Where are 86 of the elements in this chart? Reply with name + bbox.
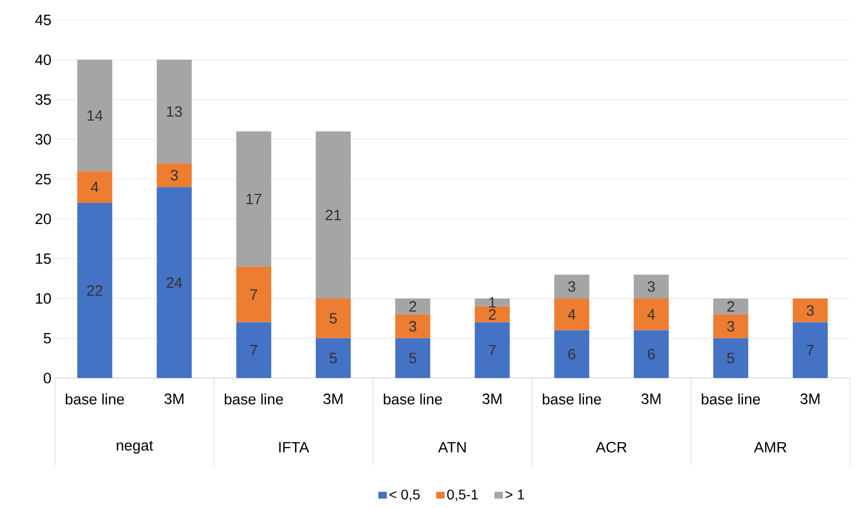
bar — [77, 171, 112, 203]
data-label: 6 — [568, 348, 576, 360]
bar — [316, 131, 351, 298]
data-label: 7 — [806, 345, 814, 356]
bar — [236, 322, 272, 378]
data-label: 4 — [647, 309, 655, 320]
bar — [474, 306, 510, 322]
data-label: 5 — [330, 313, 337, 324]
bar — [156, 187, 192, 378]
bar — [792, 298, 828, 322]
y-tick-label: 5 — [44, 333, 51, 344]
text: IFTA — [279, 442, 310, 452]
y-tick-label: 10 — [36, 293, 51, 304]
data-label: 24 — [166, 277, 182, 288]
x-tick-label: 3M — [482, 394, 502, 404]
data-label: 7 — [250, 345, 258, 356]
x-tick-label: 3M — [323, 394, 342, 404]
bar — [792, 322, 828, 378]
data-label: 5 — [409, 352, 416, 364]
bar — [395, 298, 430, 314]
data-label: 17 — [246, 194, 262, 204]
bar — [236, 266, 272, 322]
data-label: 6 — [648, 348, 655, 360]
data-label: 4 — [90, 182, 98, 192]
x-tick-label: 3M — [641, 394, 660, 404]
x-tick-label: 3M — [164, 394, 184, 404]
bar — [713, 338, 748, 378]
data-label: 5 — [727, 352, 734, 364]
data-label: 5 — [330, 352, 337, 364]
legend-label: 0,5-1 — [447, 490, 478, 502]
bar — [236, 131, 272, 267]
bar — [474, 298, 510, 306]
legend-label: > 1 — [506, 490, 524, 500]
y-tick-label: 30 — [35, 134, 51, 145]
bar — [634, 274, 669, 298]
bar — [77, 202, 112, 378]
y-tick-label: 25 — [36, 174, 51, 184]
bar — [395, 314, 430, 338]
x-tick-label: base line — [542, 394, 601, 404]
x-tick-label: 3M — [800, 394, 820, 404]
data-label: 2 — [409, 301, 416, 312]
legend-label: < 0,5 — [390, 490, 420, 502]
data-label: 14 — [88, 110, 103, 121]
y-tick-label: 15 — [36, 253, 51, 264]
x-tick-label: base line — [384, 394, 442, 404]
y-tick-label: 35 — [35, 94, 51, 105]
x-tick-label: base line — [66, 394, 124, 404]
data-label: 7 — [488, 345, 496, 356]
data-label: 2 — [727, 301, 734, 312]
data-label: 3 — [806, 305, 814, 316]
bar — [316, 298, 351, 338]
data-label: 7 — [250, 289, 258, 300]
bar — [474, 322, 510, 378]
bar — [554, 330, 590, 378]
bar — [554, 274, 590, 298]
data-label: 3 — [170, 170, 178, 180]
bar — [713, 298, 748, 314]
text: negat — [116, 440, 154, 454]
data-label: 3 — [648, 281, 655, 292]
y-tick-label: 40 — [35, 54, 51, 66]
data-label: 1 — [489, 297, 496, 308]
bar — [316, 338, 351, 378]
text: ACR — [596, 442, 627, 452]
bar — [554, 298, 590, 330]
x-tick-label: base line — [702, 394, 760, 404]
bar — [156, 163, 192, 188]
bar — [77, 60, 112, 172]
bar — [713, 314, 748, 338]
y-tick-label: 0 — [44, 372, 51, 384]
bar — [634, 298, 669, 330]
data-label: 22 — [87, 285, 102, 296]
data-label: 3 — [727, 320, 734, 332]
data-label: 3 — [568, 281, 576, 292]
data-label: 2 — [488, 309, 496, 320]
y-tick-label: 45 — [35, 14, 51, 26]
x-tick-label: base line — [224, 394, 283, 404]
data-label: 4 — [568, 309, 576, 320]
data-label: 13 — [167, 106, 182, 117]
y-tick-label: 20 — [36, 214, 51, 224]
data-label: 3 — [409, 320, 416, 332]
text: ATN — [438, 442, 466, 452]
data-label: 21 — [326, 210, 341, 220]
bar — [156, 60, 192, 164]
text: AMR — [754, 442, 786, 452]
bar — [634, 330, 669, 378]
bar — [395, 338, 430, 378]
